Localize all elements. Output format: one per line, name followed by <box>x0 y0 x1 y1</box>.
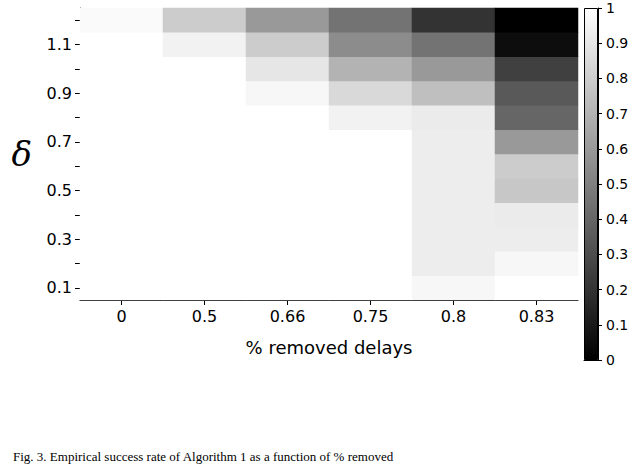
svg-text:0.8: 0.8 <box>441 307 466 326</box>
svg-text:0.9: 0.9 <box>47 84 72 103</box>
svg-text:0.5: 0.5 <box>192 307 217 326</box>
svg-text:0.3: 0.3 <box>606 246 628 262</box>
svg-text:0.3: 0.3 <box>47 230 72 249</box>
svg-text:Fig. 3. Empirical success rate: Fig. 3. Empirical success rate of Algori… <box>13 449 394 464</box>
svg-text:0.5: 0.5 <box>47 181 72 200</box>
svg-text:0.7: 0.7 <box>606 106 628 122</box>
svg-text:0.1: 0.1 <box>47 278 72 297</box>
svg-text:0.9: 0.9 <box>606 35 628 51</box>
svg-text:0.8: 0.8 <box>606 70 628 86</box>
svg-text:0: 0 <box>606 352 615 368</box>
svg-text:0.1: 0.1 <box>606 317 628 333</box>
svg-text:δ: δ <box>12 134 32 174</box>
svg-text:0.66: 0.66 <box>270 307 306 326</box>
svg-text:% removed delays: % removed delays <box>246 337 413 358</box>
svg-text:0.75: 0.75 <box>353 307 389 326</box>
svg-text:0.4: 0.4 <box>606 211 628 227</box>
svg-text:1.1: 1.1 <box>47 35 72 54</box>
svg-text:0.7: 0.7 <box>47 132 72 151</box>
svg-text:0.5: 0.5 <box>606 176 628 192</box>
svg-text:0.2: 0.2 <box>606 282 628 298</box>
svg-text:1: 1 <box>606 0 615 16</box>
svg-text:0: 0 <box>116 307 126 326</box>
svg-text:0.6: 0.6 <box>606 141 628 157</box>
svg-text:0.83: 0.83 <box>519 307 555 326</box>
